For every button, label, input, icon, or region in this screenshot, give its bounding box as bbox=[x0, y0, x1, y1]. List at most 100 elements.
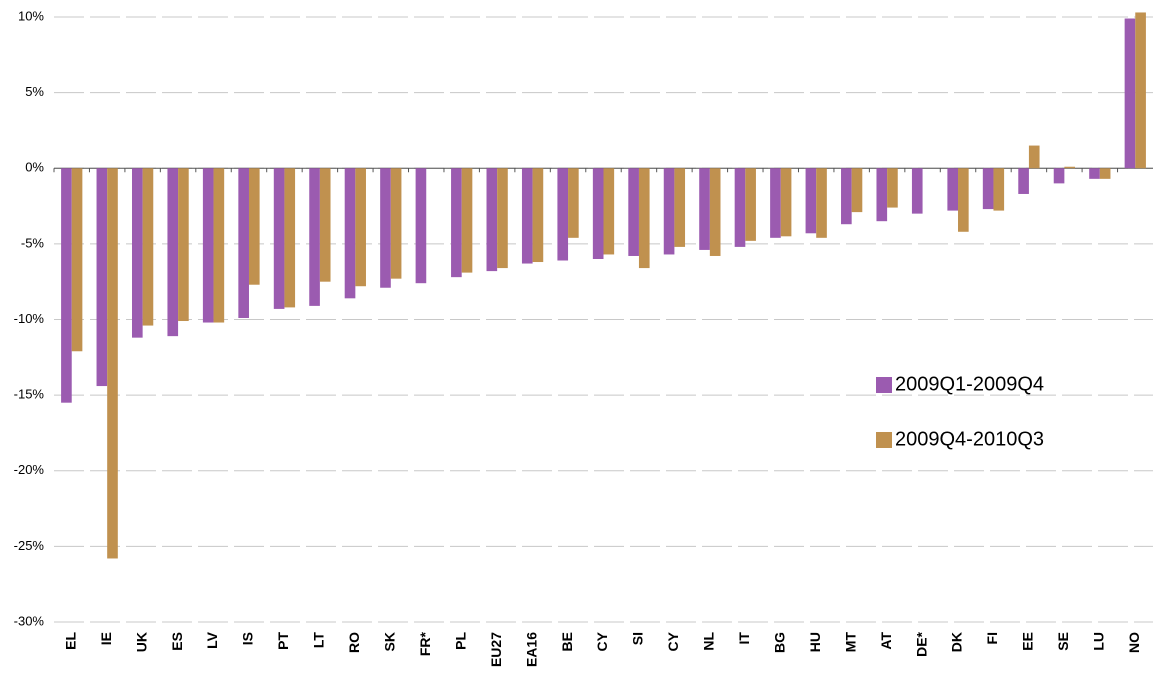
bar bbox=[238, 168, 249, 318]
bar bbox=[780, 168, 792, 237]
bar bbox=[638, 168, 650, 269]
bar bbox=[557, 168, 569, 261]
bar bbox=[628, 168, 639, 256]
bar bbox=[1028, 145, 1040, 169]
bar bbox=[497, 168, 508, 269]
bar bbox=[982, 168, 994, 210]
bar bbox=[911, 168, 923, 214]
y-tick-label: 0% bbox=[25, 160, 44, 175]
x-tick-label: EU27 bbox=[488, 632, 504, 667]
bar bbox=[958, 168, 969, 232]
x-tick-label: EA16 bbox=[523, 632, 539, 667]
bar bbox=[1124, 18, 1136, 169]
x-tick-label: NO bbox=[1126, 632, 1142, 653]
bar bbox=[663, 168, 675, 255]
bar bbox=[107, 168, 118, 559]
bar bbox=[1064, 166, 1076, 169]
bar bbox=[816, 168, 827, 238]
bar bbox=[273, 168, 285, 309]
x-tick-label: AT bbox=[878, 632, 894, 650]
bar bbox=[284, 168, 296, 308]
x-tick-label: DE* bbox=[913, 631, 929, 656]
bar bbox=[1053, 168, 1065, 184]
bar bbox=[699, 168, 710, 250]
y-tick-label: -10% bbox=[14, 311, 45, 326]
x-tick-label: EL bbox=[62, 632, 78, 650]
bar bbox=[309, 168, 320, 306]
x-tick-label: NL bbox=[701, 632, 717, 651]
bar bbox=[592, 168, 604, 259]
bar bbox=[390, 168, 402, 279]
bar bbox=[709, 168, 721, 256]
y-tick-label: -30% bbox=[14, 613, 45, 628]
bar bbox=[96, 168, 108, 387]
bar bbox=[1089, 168, 1100, 179]
bar bbox=[1135, 12, 1146, 169]
legend-swatch bbox=[876, 432, 892, 448]
bar bbox=[167, 168, 179, 337]
x-tick-label: EE bbox=[1020, 632, 1036, 651]
bar bbox=[71, 168, 83, 352]
bar bbox=[380, 168, 391, 288]
bar bbox=[532, 168, 544, 263]
x-tick-label: CY bbox=[594, 631, 610, 651]
bar bbox=[461, 168, 473, 273]
bar bbox=[521, 168, 533, 264]
bar bbox=[745, 168, 756, 241]
x-tick-label: LU bbox=[1091, 632, 1107, 651]
x-tick-label: BG bbox=[771, 632, 787, 653]
x-tick-label: FR* bbox=[417, 631, 433, 656]
bar bbox=[61, 168, 72, 403]
bar bbox=[415, 168, 427, 284]
x-tick-label: PL bbox=[452, 632, 468, 650]
bar bbox=[178, 168, 189, 322]
bar bbox=[319, 168, 331, 282]
bar bbox=[947, 168, 959, 211]
bar bbox=[734, 168, 746, 247]
bar bbox=[1018, 168, 1029, 194]
y-tick-label: 5% bbox=[25, 84, 44, 99]
y-tick-label: 10% bbox=[18, 8, 44, 23]
bar bbox=[851, 168, 863, 213]
bar bbox=[355, 168, 366, 287]
bar bbox=[202, 168, 214, 323]
bar bbox=[603, 168, 615, 255]
x-tick-label: IT bbox=[736, 632, 752, 645]
bar bbox=[344, 168, 356, 299]
y-tick-label: -15% bbox=[14, 387, 45, 402]
x-tick-label: SE bbox=[1055, 632, 1071, 651]
x-tick-label: LV bbox=[204, 631, 220, 649]
y-tick-label: -5% bbox=[21, 235, 45, 250]
legend-label: 2009Q1-2009Q4 bbox=[895, 373, 1044, 395]
x-tick-label: CY bbox=[665, 631, 681, 651]
bar bbox=[841, 168, 852, 225]
bar bbox=[1099, 168, 1111, 179]
bar bbox=[142, 168, 154, 326]
x-tick-label: RO bbox=[346, 632, 362, 653]
bar bbox=[993, 168, 1005, 211]
x-tick-label: PT bbox=[275, 632, 291, 650]
bar bbox=[674, 168, 686, 247]
x-tick-label: FI bbox=[984, 632, 1000, 644]
y-tick-label: -20% bbox=[14, 462, 45, 477]
bar bbox=[213, 168, 225, 323]
y-tick-label: -25% bbox=[14, 538, 45, 553]
x-tick-label: IS bbox=[240, 632, 256, 645]
bar bbox=[131, 168, 143, 338]
bar bbox=[248, 168, 260, 285]
x-tick-label: UK bbox=[133, 632, 149, 652]
bar bbox=[770, 168, 781, 238]
x-tick-label: ES bbox=[169, 632, 185, 651]
x-tick-label: IE bbox=[98, 632, 114, 645]
x-tick-label: LT bbox=[311, 632, 327, 649]
x-tick-label: SK bbox=[381, 632, 397, 651]
x-tick-label: DK bbox=[949, 632, 965, 652]
bar bbox=[887, 168, 898, 208]
bar bbox=[876, 168, 888, 222]
bar bbox=[451, 168, 462, 278]
legend-swatch bbox=[876, 377, 892, 393]
x-tick-label: MT bbox=[842, 632, 858, 653]
bar bbox=[805, 168, 817, 234]
bar bbox=[486, 168, 498, 272]
